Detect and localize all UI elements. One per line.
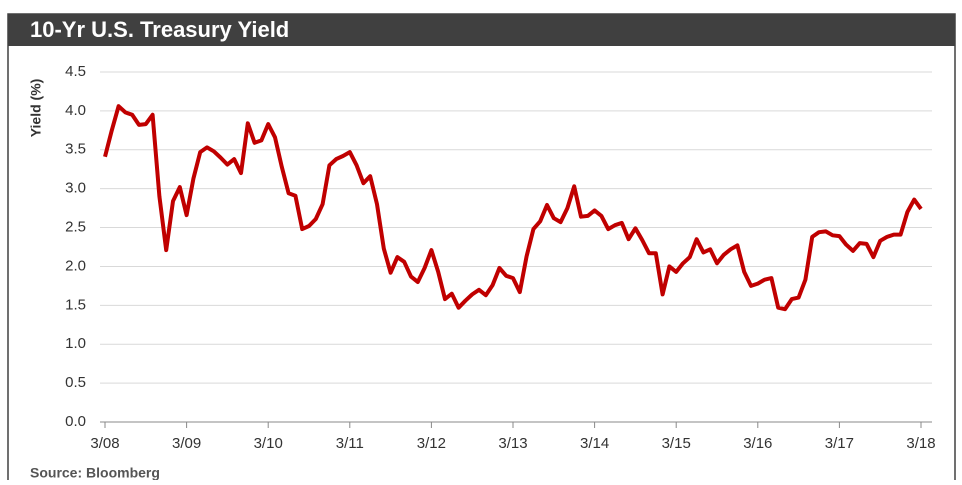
x-tick-label: 3/18: [906, 435, 935, 452]
x-tick-label: 3/17: [825, 435, 854, 452]
y-tick-label: 0.0: [65, 413, 86, 430]
chart-border: [7, 13, 956, 485]
y-tick-label: 0.5: [65, 374, 86, 391]
y-tick-label: 2.5: [65, 219, 86, 236]
x-tick-label: 3/15: [662, 435, 691, 452]
line: [103, 104, 923, 312]
y-axis-label: Yield (%): [28, 79, 44, 138]
x-tick-label: 3/14: [580, 435, 609, 452]
x-tick-label: 3/11: [336, 435, 364, 452]
x-tick-label: 3/16: [743, 435, 772, 452]
y-tick-label: 4.0: [65, 102, 86, 119]
title-bar: [8, 14, 955, 46]
y-tick-label: 3.5: [65, 141, 86, 158]
y-tick-label: 1.0: [65, 335, 86, 352]
x-tick-label: 3/12: [417, 435, 446, 452]
y-tick-label: 4.5: [65, 63, 86, 80]
y-tick-label: 2.0: [65, 257, 86, 274]
x-tick-label: 3/08: [90, 435, 119, 452]
chart-title: 10-Yr U.S. Treasury Yield: [30, 17, 289, 42]
y-tick-label: 1.5: [65, 296, 86, 313]
x-tick-label: 3/10: [254, 435, 283, 452]
x-tick-label: 3/13: [498, 435, 527, 452]
x-tick-label: 3/09: [172, 435, 201, 452]
source: Source: Bloomberg: [30, 465, 160, 480]
y-tick-label: 3.0: [65, 180, 86, 197]
